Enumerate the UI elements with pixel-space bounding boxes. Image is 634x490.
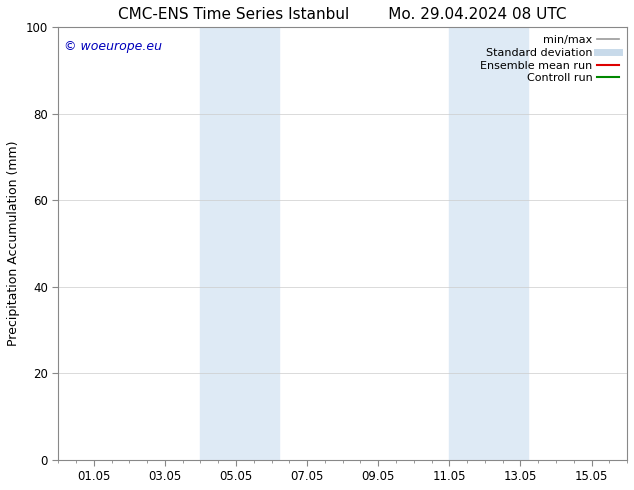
Bar — [450, 27, 527, 460]
Bar — [200, 27, 278, 460]
Title: CMC-ENS Time Series Istanbul        Mo. 29.04.2024 08 UTC: CMC-ENS Time Series Istanbul Mo. 29.04.2… — [119, 7, 567, 22]
Text: © woeurope.eu: © woeurope.eu — [64, 40, 162, 53]
Y-axis label: Precipitation Accumulation (mm): Precipitation Accumulation (mm) — [7, 141, 20, 346]
Legend: min/max, Standard deviation, Ensemble mean run, Controll run: min/max, Standard deviation, Ensemble me… — [478, 33, 621, 86]
